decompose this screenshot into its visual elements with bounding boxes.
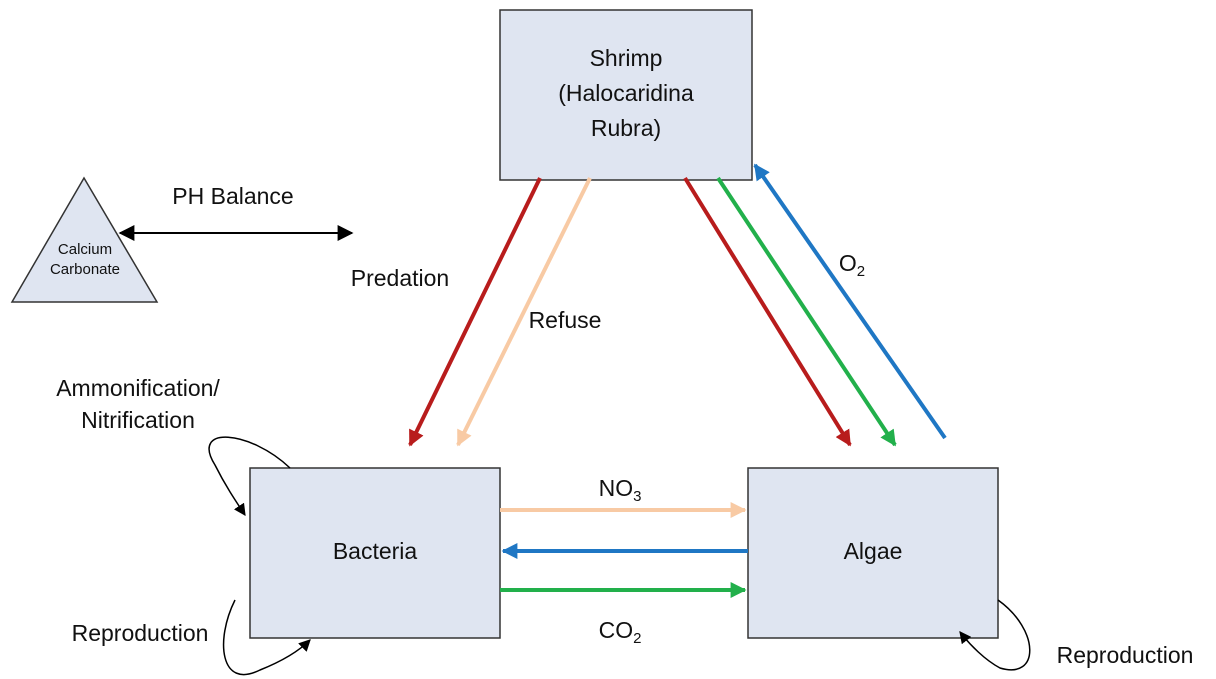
edge-label: NO3 <box>599 475 642 505</box>
edge-label: Nitrification <box>81 407 195 433</box>
node-label: Carbonate <box>50 261 120 278</box>
edge-label: Reproduction <box>72 620 209 646</box>
edge-label: Ammonification/ <box>56 375 220 401</box>
node-label: Rubra) <box>591 115 661 141</box>
shrimp-box <box>499 9 753 181</box>
refuse-arrow <box>456 177 592 447</box>
node-label: Shrimp <box>590 45 663 71</box>
algae-box <box>747 467 999 639</box>
edge-label: Reproduction <box>1057 642 1194 668</box>
loop-arrow <box>208 436 291 516</box>
predation-arrow <box>683 176 852 447</box>
edge-label: CO2 <box>599 617 642 647</box>
edge-label: Refuse <box>529 307 602 333</box>
waste-arrow <box>716 176 897 447</box>
label-sub: 3 <box>633 488 641 505</box>
label-base: CO <box>599 617 634 643</box>
loop-arrow <box>222 599 311 676</box>
predation-arrow <box>408 177 542 447</box>
label-base: NO <box>599 475 634 501</box>
label-base: O <box>839 250 857 276</box>
label-sub: 2 <box>633 630 641 647</box>
loop-arrow <box>959 599 1031 671</box>
node-label: Algae <box>844 538 903 564</box>
node-label: Calcium <box>58 241 112 258</box>
node-label: (Halocaridina <box>558 80 694 106</box>
edge-label: O2 <box>839 250 865 280</box>
bacteria-box <box>249 467 501 639</box>
node-label: Bacteria <box>333 538 418 564</box>
o2-arrow <box>753 163 947 440</box>
edge-label: Predation <box>351 265 449 291</box>
edge-label: PH Balance <box>172 183 293 209</box>
label-sub: 2 <box>857 263 865 280</box>
